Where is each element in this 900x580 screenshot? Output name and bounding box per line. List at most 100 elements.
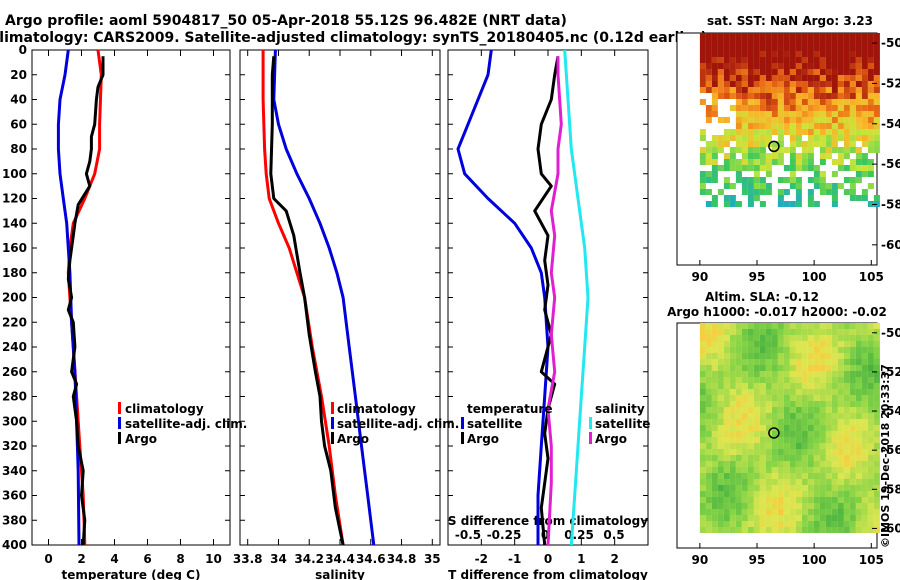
sst-cell [789,93,796,99]
sst-cell [861,63,868,69]
series-line-satellite-adj-clim- [272,49,376,546]
sst-cell [849,159,856,165]
sla-cell [795,359,802,365]
sla-cell [813,515,820,521]
sst-cell [753,165,760,171]
sla-cell [735,359,742,365]
sst-cell [753,141,760,147]
sla-cell [867,467,874,473]
map-x-tick-label: 95 [749,553,766,567]
sst-cell [861,153,868,159]
sst-cell [855,153,862,159]
sla-cell [807,521,814,527]
sla-map-title-2: Argo h1000: -0.017 h2000: -0.02 [667,305,887,319]
sla-cell [849,461,856,467]
sst-cell [735,63,742,69]
sla-cell [759,521,766,527]
sla-cell [741,479,748,485]
sst-cell [741,87,748,93]
sst-cell [711,147,718,153]
sla-cell [825,353,832,359]
sla-cell [819,515,826,521]
sst-cell [729,153,736,159]
sla-cell [771,437,778,443]
sla-cell [873,323,880,329]
sla-cell [753,335,760,341]
sla-cell [729,389,736,395]
sla-cell [867,371,874,377]
sst-cell [837,165,844,171]
sla-cell [873,509,880,515]
legend-swatch-climatology [331,402,334,414]
sla-cell [819,413,826,419]
sst-map: 90 95 100 105-50-52-54-56-58-60 [676,32,900,284]
sla-cell [735,467,742,473]
sla-cell [699,509,706,515]
sst-cell [831,189,838,195]
sla-cell [777,455,784,461]
sla-cell [813,431,820,437]
sla-cell [801,497,808,503]
sla-cell [789,497,796,503]
sla-cell [825,509,832,515]
sla-cell [759,335,766,341]
sst-cell [813,165,820,171]
sst-cell [747,99,754,105]
sla-cell [831,461,838,467]
sla-cell [717,365,724,371]
sla-cell [771,413,778,419]
sla-cell [699,497,706,503]
sst-cell [759,111,766,117]
sla-cell [783,329,790,335]
sst-cell [705,177,712,183]
sst-cell [795,111,802,117]
sst-cell [849,117,856,123]
sst-cell [711,159,718,165]
sla-cell [753,395,760,401]
sst-cell [747,57,754,63]
sst-cell [795,123,802,129]
sst-cell [777,99,784,105]
sla-cell [807,335,814,341]
sla-cell [825,347,832,353]
sst-cell [855,57,862,63]
sst-cell [765,99,772,105]
sla-cell [699,467,706,473]
sla-cell [867,431,874,437]
title-line-1: Argo profile: aoml 5904817_50 05-Apr-201… [5,13,567,29]
sla-cell [747,377,754,383]
sla-cell [861,347,868,353]
sst-cell [771,93,778,99]
sst-cell [771,57,778,63]
sst-cell [717,39,724,45]
sst-cell [801,105,808,111]
y-tick-label: 220 [2,315,27,329]
series-line-t-satellite [456,49,550,545]
sst-cell [789,63,796,69]
sla-cell [753,425,760,431]
sst-cell [735,141,742,147]
sla-cell [849,431,856,437]
sla-cell [723,359,730,365]
sst-cell [741,63,748,69]
sla-cell [723,473,730,479]
sla-cell [843,359,850,365]
sst-cell [699,81,706,87]
sla-cell [795,461,802,467]
sla-cell [711,401,718,407]
sla-cell [711,497,718,503]
sla-cell [819,377,826,383]
sla-cell [753,419,760,425]
sla-cell [723,365,730,371]
sla-cell [747,359,754,365]
sla-cell [753,407,760,413]
sla-cell [843,407,850,413]
sla-cell [837,455,844,461]
sla-cell [855,509,862,515]
sla-cell [801,329,808,335]
sla-cell [849,353,856,359]
sst-cell [723,177,730,183]
sla-cell [789,329,796,335]
sst-cell [735,69,742,75]
